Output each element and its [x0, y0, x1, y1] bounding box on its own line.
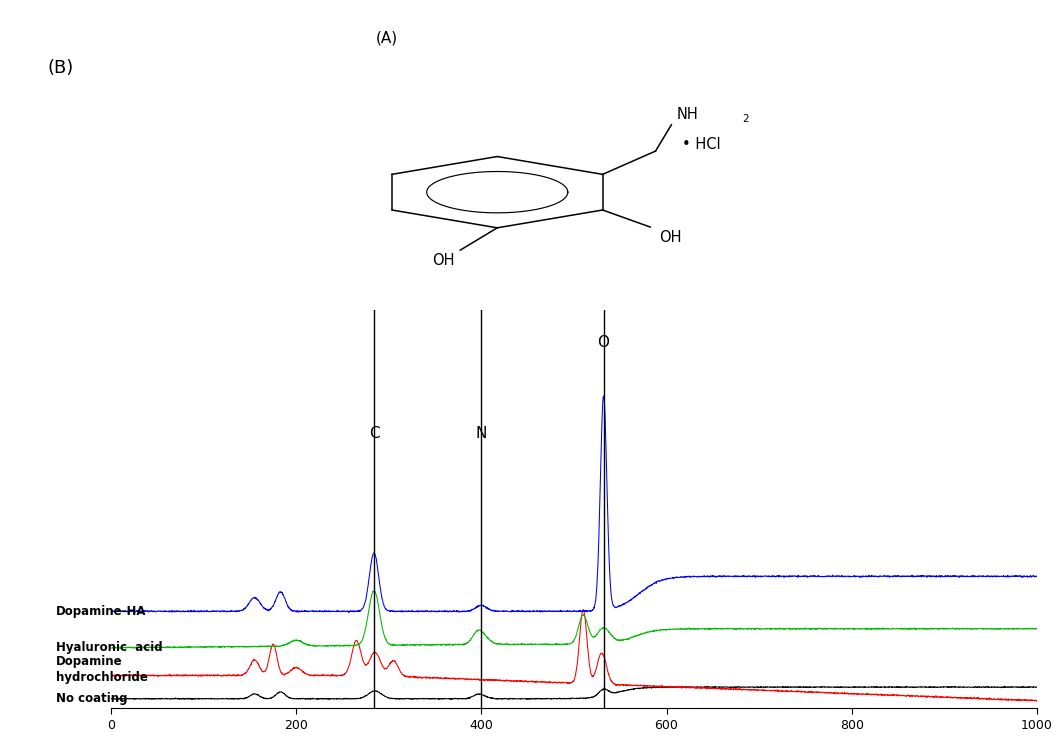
- Text: Dopamine-HA: Dopamine-HA: [56, 604, 146, 618]
- Text: C: C: [368, 427, 380, 441]
- Text: NH: NH: [677, 107, 698, 123]
- Text: Dopamine
hydrochloride: Dopamine hydrochloride: [56, 655, 147, 684]
- Text: No coating: No coating: [56, 692, 127, 706]
- Text: N: N: [476, 427, 487, 441]
- Text: O: O: [598, 335, 609, 350]
- Text: 2: 2: [743, 114, 749, 124]
- Text: (B): (B): [48, 59, 74, 77]
- Text: OH: OH: [433, 252, 455, 268]
- Text: OH: OH: [659, 230, 681, 244]
- Text: • HCl: • HCl: [682, 137, 722, 151]
- Text: (A): (A): [376, 31, 398, 46]
- Text: Hyaluronic  acid: Hyaluronic acid: [56, 641, 162, 654]
